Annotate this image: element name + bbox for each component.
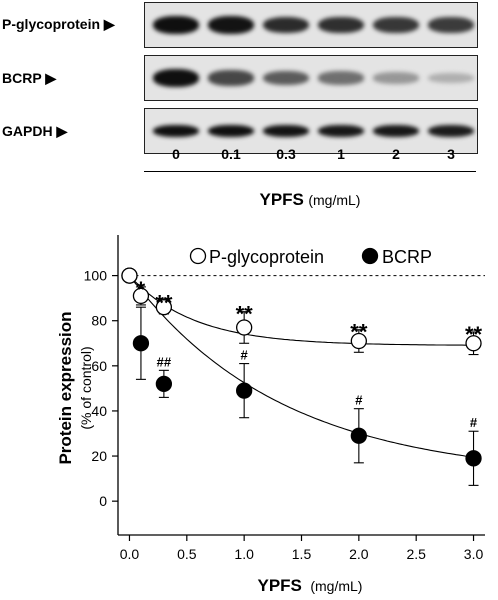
blot-band <box>153 69 199 87</box>
bcrp-point <box>155 375 173 393</box>
fit-curve <box>129 275 474 458</box>
pgp-point <box>350 332 367 350</box>
blot-lane-axis <box>144 171 476 172</box>
blot-band <box>318 125 364 137</box>
blot-band <box>318 16 364 34</box>
legend-label-pgp: P-glycoprotein <box>209 247 324 267</box>
blot-band <box>153 125 199 137</box>
blot-band <box>153 16 199 34</box>
x-axis-title-unit: (mg/mL) <box>310 578 362 594</box>
axes: 0 20 40 60 80 100 0.0 0.5 1.0 1.5 2.0 2.5 3.0 <box>84 235 485 562</box>
bcrp-point <box>236 382 253 399</box>
blot-band <box>263 125 309 137</box>
lane-label: 0.1 <box>221 146 241 162</box>
blot-band <box>428 73 474 83</box>
y-axis-title: Protein expression <box>56 311 75 464</box>
significance-star: ** <box>155 290 173 315</box>
x-tick-label: 1.0 <box>234 546 254 562</box>
bcrp-point <box>465 450 482 467</box>
legend-open-circle-icon <box>189 247 207 265</box>
x-tick-label: 1.5 <box>292 546 312 562</box>
blot-x-title-unit: (mg/mL) <box>308 192 361 208</box>
arrow-icon: ▶ <box>45 70 57 86</box>
blot-band <box>263 16 309 34</box>
pgp-point <box>465 335 482 352</box>
lane-label: 3 <box>447 146 455 162</box>
row-label-text: BCRP <box>2 70 42 86</box>
legend-label-bcrp: BCRP <box>382 247 432 267</box>
y-tick-label: 20 <box>91 448 107 464</box>
fit-curves <box>129 275 474 458</box>
blot-band <box>428 17 474 33</box>
x-axis-title: YPFS (mg/mL) <box>258 576 363 595</box>
bcrp-point <box>350 427 367 444</box>
blot-panel-bcrp <box>144 55 478 101</box>
pgp-point <box>155 299 173 316</box>
significance-hash: # <box>355 393 363 408</box>
significance-star: ** <box>465 322 483 347</box>
arrow-icon: ▶ <box>103 16 115 32</box>
lane-label: 2 <box>392 146 400 162</box>
arrow-icon: ▶ <box>56 123 68 139</box>
row-label-text: GAPDH <box>2 123 53 139</box>
lane-label: 0 <box>172 146 180 162</box>
significance-star: * <box>137 277 146 302</box>
error-bars <box>135 286 479 486</box>
x-tick-label: 0.5 <box>177 546 197 562</box>
blot-x-title: YPFS (mg/mL) <box>144 190 476 210</box>
y-tick-label: 0 <box>99 493 107 509</box>
blot-band <box>373 17 419 33</box>
legend-filled-circle-icon <box>361 247 379 265</box>
blot-row-label-pgp: P-glycoprotein ▶ <box>2 16 115 33</box>
blot-x-title-text: YPFS <box>259 190 304 209</box>
y-tick-label: 80 <box>91 313 107 329</box>
blot-panel-gapdh <box>144 108 478 154</box>
lane-label: 1 <box>337 146 345 162</box>
blot-band <box>428 125 474 137</box>
lane-label: 0.3 <box>276 146 296 162</box>
blot-band <box>208 70 254 86</box>
bcrp-point <box>132 335 150 352</box>
blot-row-label-gapdh: GAPDH ▶ <box>2 123 67 140</box>
significance-hash: # <box>241 348 249 363</box>
significance-star: ** <box>350 320 368 345</box>
blot-band <box>263 70 309 86</box>
significance-marks: *** **** **## ### <box>137 277 483 430</box>
blot-band <box>208 16 254 34</box>
blot-band <box>373 125 419 137</box>
y-tick-label: 40 <box>91 403 107 419</box>
fit-curve <box>129 275 474 346</box>
pgp-point <box>236 319 253 336</box>
x-tick-label: 2.5 <box>406 546 426 562</box>
pgp-point <box>132 287 150 305</box>
y-tick-label: 60 <box>91 358 107 374</box>
x-tick-label: 3.0 <box>464 546 484 562</box>
x-axis-title-main: YPFS <box>258 576 302 595</box>
blot-band <box>318 71 364 85</box>
blot-panel-pgp <box>144 2 478 48</box>
x-tick-label: 2.0 <box>349 546 369 562</box>
blot-band <box>373 72 419 84</box>
blot-band <box>208 125 254 137</box>
data-points <box>121 267 482 467</box>
row-label-text: P-glycoprotein <box>2 16 101 32</box>
legend: P-glycoprotein BCRP <box>189 247 432 267</box>
x-tick-label: 0.0 <box>120 546 140 562</box>
significance-star: ** <box>236 302 254 327</box>
pgp-point <box>121 267 138 284</box>
significance-hash: # <box>470 415 478 430</box>
blot-row-label-bcrp: BCRP ▶ <box>2 70 56 87</box>
significance-hash: ## <box>157 354 172 369</box>
y-tick-label: 100 <box>84 268 108 284</box>
y-axis-subtitle: (% of control) <box>78 346 94 429</box>
